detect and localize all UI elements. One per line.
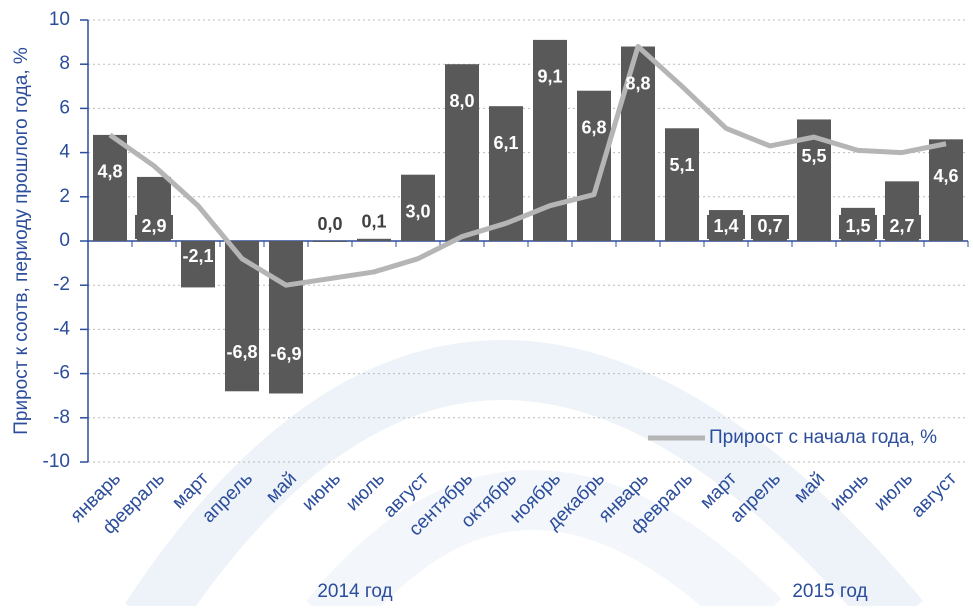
value-label: -2,1 <box>182 246 213 266</box>
y-tick-label: -6 <box>53 363 70 384</box>
bar <box>401 174 435 241</box>
y-tick-label: 2 <box>59 186 70 207</box>
y-tick-label: -8 <box>53 407 70 428</box>
y-tick-label: 6 <box>59 97 70 118</box>
value-label: 2,9 <box>141 216 166 236</box>
y-axis-label: Прирост к соотв, периоду прошлого года, … <box>11 47 32 435</box>
y-tick-label: 10 <box>49 9 70 30</box>
value-label: 9,1 <box>537 67 562 87</box>
value-label: -6,8 <box>226 342 257 362</box>
x-tick-label: июнь <box>826 468 873 515</box>
bar <box>357 238 391 241</box>
value-label: 5,5 <box>801 146 826 166</box>
label-bg <box>839 215 877 239</box>
label-bg <box>707 215 745 239</box>
label-bg <box>883 215 921 239</box>
y-tick-label: -10 <box>43 451 70 472</box>
legend-label: Прирост с начала года, % <box>709 427 937 448</box>
value-label: 5,1 <box>669 155 694 175</box>
bar <box>929 139 963 241</box>
y-tick-label: 4 <box>59 142 70 163</box>
bar <box>665 128 699 241</box>
label-bg <box>751 215 789 239</box>
value-label: 8,8 <box>625 73 650 93</box>
label-bg <box>135 215 173 239</box>
value-label: 2,7 <box>889 216 914 236</box>
bar <box>577 90 611 241</box>
bar <box>93 134 127 241</box>
value-label: 3,0 <box>405 201 430 221</box>
bar <box>269 241 303 394</box>
value-label: 8,0 <box>449 91 474 111</box>
line <box>108 44 947 288</box>
value-label: 1,4 <box>713 216 738 236</box>
y-tick-label: 8 <box>59 53 70 74</box>
value-label: 1,5 <box>845 216 870 236</box>
value-label: -6,9 <box>270 344 301 364</box>
value-label: 0,0 <box>317 214 342 234</box>
value-label: 6,8 <box>581 117 606 137</box>
value-label: 0,7 <box>757 216 782 236</box>
y-tick-label: -4 <box>53 318 70 339</box>
value-label: 4,8 <box>97 162 122 182</box>
group-label: 2015 год <box>792 581 867 602</box>
bar <box>313 241 347 242</box>
value-label: 0,1 <box>361 212 386 232</box>
bar <box>181 241 215 288</box>
x-tick-label: август <box>907 468 961 522</box>
background-decoration <box>124 340 923 611</box>
value-label: 4,6 <box>933 166 958 186</box>
y-tick-label: -2 <box>53 274 70 295</box>
y-tick-label: 0 <box>59 230 70 251</box>
value-label: 6,1 <box>493 133 518 153</box>
group-label: 2014 год <box>317 581 392 602</box>
bar <box>445 64 479 241</box>
